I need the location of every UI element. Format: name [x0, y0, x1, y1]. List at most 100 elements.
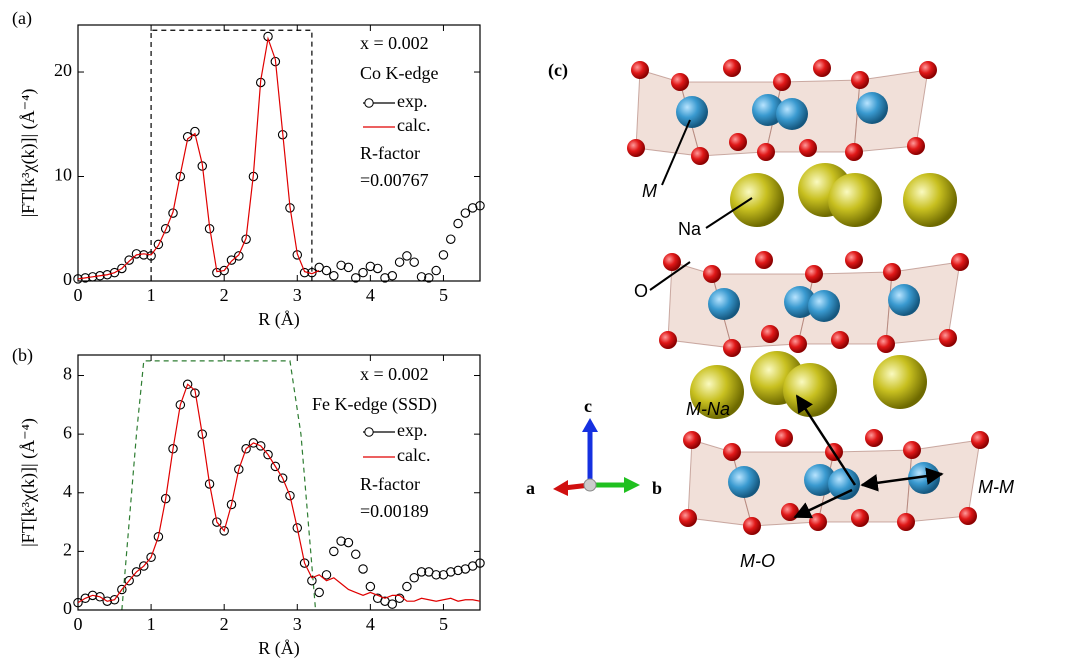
- data-point: [263, 449, 273, 460]
- diagram-label: c: [584, 396, 592, 416]
- data-point: [109, 267, 120, 278]
- data-point: [95, 592, 105, 602]
- data-point: [73, 597, 83, 608]
- data-point: [197, 429, 208, 439]
- data-point: [365, 261, 376, 272]
- data-point: [314, 587, 324, 598]
- data-point: [102, 596, 112, 606]
- annotation: R-factor: [360, 474, 420, 494]
- sodium-atom: [873, 355, 927, 409]
- oxygen-atom: [851, 71, 869, 89]
- metal-atom: [888, 284, 920, 316]
- data-point: [402, 581, 412, 592]
- data-point: [277, 473, 288, 483]
- oxygen-atom: [809, 513, 827, 531]
- data-point: [117, 263, 127, 274]
- data-point: [299, 558, 310, 568]
- data-point: [336, 536, 346, 546]
- bond-arrow: [795, 394, 857, 486]
- oxygen-atom: [845, 251, 863, 269]
- data-point: [87, 590, 98, 601]
- data-point: [204, 479, 215, 489]
- legend-label: exp.: [397, 91, 428, 111]
- panel-label: (a): [12, 8, 32, 29]
- data-point: [387, 599, 398, 609]
- data-point: [255, 441, 266, 451]
- diagram-label: O: [634, 281, 648, 301]
- axis-c-head: [582, 418, 598, 432]
- data-point: [321, 265, 332, 276]
- data-point: [270, 56, 281, 67]
- oxygen-atom: [761, 325, 779, 343]
- y-tick-label: 0: [63, 598, 72, 618]
- oxygen-atom: [703, 265, 721, 283]
- data-point: [168, 208, 178, 218]
- oxygen-atom: [897, 513, 915, 531]
- oxygen-atom: [781, 503, 799, 521]
- x-tick-label: 3: [293, 614, 302, 634]
- annotation: =0.00189: [360, 501, 429, 521]
- oxygen-atom: [907, 137, 925, 155]
- data-point: [153, 239, 164, 250]
- oxygen-atom: [951, 253, 969, 271]
- metal-atom: [676, 96, 708, 128]
- diagram-label: Na: [678, 219, 702, 239]
- sodium-atom: [903, 173, 957, 227]
- data-point: [358, 267, 368, 278]
- x-tick-label: 2: [220, 614, 229, 634]
- data-point: [160, 224, 171, 234]
- data-point: [175, 400, 186, 410]
- oxygen-atom: [679, 509, 697, 527]
- data-point: [241, 444, 251, 454]
- oxygen-atom: [959, 507, 977, 525]
- oxygen-atom: [971, 431, 989, 449]
- data-point: [226, 255, 237, 265]
- sodium-atom: [828, 173, 882, 227]
- data-point: [438, 250, 449, 260]
- oxygen-atom: [691, 147, 709, 165]
- metal-atom: [828, 468, 860, 500]
- y-tick-label: 0: [63, 269, 72, 289]
- chart: 0 1 2 3 4 5 0 10 20 exp. calc. (a) x = 0.002 Co K-edg…: [12, 8, 485, 330]
- oxygen-atom: [775, 429, 793, 447]
- data-point: [212, 517, 222, 527]
- oxygen-atom: [773, 73, 791, 91]
- data-point: [431, 265, 441, 276]
- data-point: [124, 575, 134, 586]
- sodium-atom: [730, 173, 784, 227]
- oxygen-atom: [799, 139, 817, 157]
- data-point: [460, 208, 471, 218]
- data-point: [475, 558, 485, 568]
- data-point: [131, 567, 142, 577]
- data-point: [160, 493, 171, 504]
- oxygen-atom: [865, 429, 883, 447]
- data-point: [365, 581, 376, 592]
- bond-arrow: [860, 467, 944, 492]
- x-tick-label: 5: [439, 614, 448, 634]
- metal-atom: [708, 288, 740, 320]
- oxygen-atom: [729, 133, 747, 151]
- data-point: [416, 567, 427, 577]
- metal-atom: [776, 98, 808, 130]
- data-point: [270, 461, 281, 472]
- oxygen-atom: [845, 143, 863, 161]
- x-tick-label: 0: [74, 285, 83, 305]
- data-point: [190, 388, 200, 398]
- data-point: [343, 262, 354, 273]
- oxygen-atom: [851, 509, 869, 527]
- x-tick-label: 1: [147, 614, 156, 634]
- oxygen-atom: [831, 331, 849, 349]
- oxygen-atom: [757, 143, 775, 161]
- bond-arrow: [793, 488, 853, 519]
- data-point: [446, 234, 456, 244]
- data-point: [153, 531, 164, 542]
- x-tick-label: 3: [293, 285, 302, 305]
- crystal-structure: (c) M Na O M-Na M-M M-O a b c: [526, 59, 1014, 571]
- annotation: x = 0.002: [360, 364, 429, 384]
- x-tick-label: 5: [439, 285, 448, 305]
- legend-marker: [364, 427, 374, 437]
- diagram-label: M-M: [978, 477, 1014, 497]
- oxygen-atom: [883, 263, 901, 281]
- metal-atom: [804, 464, 836, 496]
- x-tick-label: 1: [147, 285, 156, 305]
